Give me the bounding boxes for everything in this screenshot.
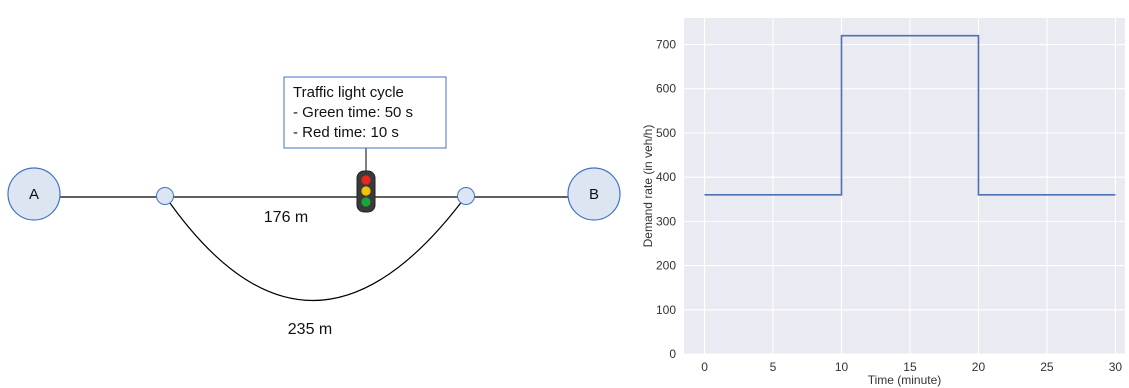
y-tick-label: 700	[656, 38, 676, 52]
x-tick-label: 25	[1040, 360, 1054, 374]
y-tick-label: 500	[656, 126, 676, 140]
demand-series-line	[704, 34, 1116, 196]
x-tick-label: 5	[770, 360, 777, 374]
bottom-link-length: 235 m	[288, 321, 332, 338]
callout-green-time: - Green time: 50 s	[293, 104, 413, 121]
node-b: B	[567, 167, 621, 221]
plot-area	[684, 18, 1125, 354]
node-a-label: A	[29, 186, 39, 203]
y-tick-label: 0	[669, 347, 676, 361]
y-tick-label: 400	[656, 170, 676, 184]
y-tick-labels: 0 100 200 300 400 500 600 700	[656, 38, 676, 361]
node-a: A	[7, 167, 61, 221]
series	[704, 34, 1116, 196]
traffic-light-icon	[356, 170, 376, 213]
callout-red-time: - Red time: 10 s	[293, 124, 399, 141]
x-axis-label: Time (minute)	[868, 373, 942, 387]
y-tick-label: 300	[656, 214, 676, 228]
junction-left	[156, 187, 174, 205]
node-b-label: B	[589, 186, 599, 203]
y-tick-label: 200	[656, 259, 676, 273]
x-tick-label: 20	[972, 360, 986, 374]
bottom-link	[164, 195, 467, 302]
x-tick-label: 10	[835, 360, 849, 374]
x-tick-labels: 0 5 10 15 20 25 30	[701, 360, 1122, 374]
top-link-length: 176 m	[264, 209, 308, 226]
y-axis-label: Demand rate (in veh/h)	[641, 125, 655, 248]
y-tick-label: 600	[656, 82, 676, 96]
callout-box	[283, 76, 447, 149]
callout-title: Traffic light cycle	[293, 84, 404, 101]
junction-right	[457, 187, 475, 205]
y-tick-label: 100	[656, 303, 676, 317]
x-tick-label: 30	[1109, 360, 1123, 374]
x-tick-label: 0	[701, 360, 708, 374]
x-tick-label: 15	[903, 360, 917, 374]
network-diagram: Traffic light cycle - Green time: 50 s -…	[7, 76, 621, 338]
